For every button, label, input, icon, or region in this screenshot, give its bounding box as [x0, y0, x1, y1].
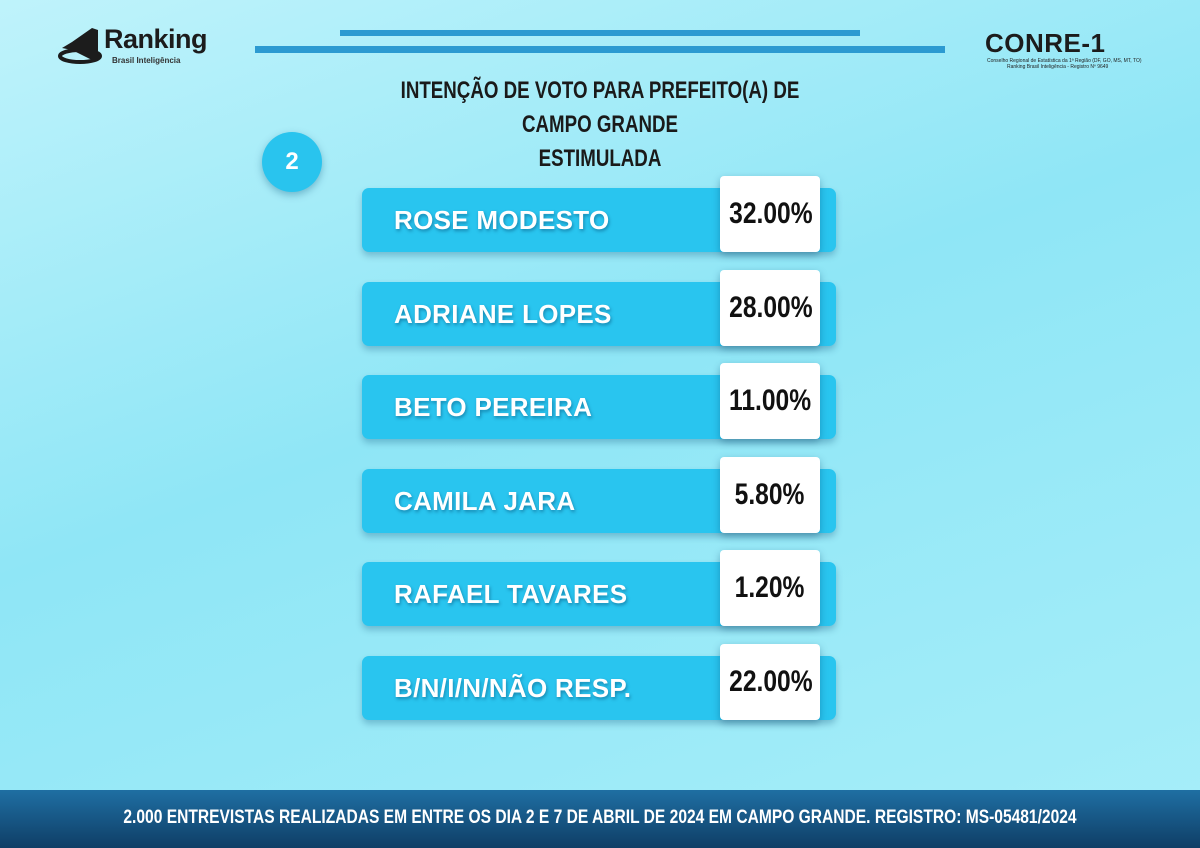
vote-percentage-label: 28.00% [729, 291, 813, 324]
page-number-badge: 2 [262, 132, 322, 192]
candidate-name: ADRIANE LOPES [394, 299, 612, 329]
vote-percentage-label: 1.20% [735, 571, 805, 604]
vote-percentage-box: 22.00% [720, 644, 820, 720]
vote-percentage-box: 11.00% [720, 363, 820, 439]
candidate-row: B/N/I/N/NÃO RESP. 22.00% [362, 644, 836, 720]
vote-percentage-label: 22.00% [729, 665, 813, 698]
vote-percentage-box: 5.80% [720, 457, 820, 533]
ranking-logo-name: Ranking [104, 24, 208, 54]
vote-percentage-box: 32.00% [720, 176, 820, 252]
footer-bar: 2.000 ENTREVISTAS REALIZADAS EM ENTRE OS… [0, 790, 1200, 848]
conre-logo: CONRE-1 Conselho Regional de Estatística… [985, 28, 1155, 73]
candidate-row: ROSE MODESTO 32.00% [362, 176, 836, 252]
conre-logo-line2: Ranking Brasil Inteligência - Registro N… [1007, 64, 1109, 70]
candidate-name: BETO PEREIRA [394, 392, 593, 422]
decorative-line-top [340, 30, 860, 36]
vote-percentage-label: 32.00% [729, 197, 813, 230]
vote-percentage-box: 28.00% [720, 270, 820, 346]
conre-logo-line1: Conselho Regional de Estatística da 1ª R… [987, 58, 1142, 64]
candidate-row: RAFAEL TAVARES 1.20% [362, 550, 836, 626]
decorative-line-bottom [255, 46, 945, 53]
megaphone-icon [58, 28, 102, 64]
ranking-logo-tagline: Brasil Inteligência [112, 56, 181, 65]
chart-title-line1: INTENÇÃO DE VOTO PARA PREFEITO(A) DE CAM… [400, 77, 800, 138]
candidate-name: B/N/I/N/NÃO RESP. [394, 673, 632, 703]
vote-percentage-box: 1.20% [720, 550, 820, 626]
candidate-name: CAMILA JARA [394, 486, 576, 516]
candidate-name: RAFAEL TAVARES [394, 579, 628, 609]
conre-logo-name: CONRE-1 [985, 28, 1106, 58]
vote-percentage-label: 5.80% [735, 478, 805, 511]
candidate-row: ADRIANE LOPES 28.00% [362, 270, 836, 346]
chart-title: INTENÇÃO DE VOTO PARA PREFEITO(A) DE CAM… [366, 74, 834, 176]
chart-title-line2: ESTIMULADA [538, 145, 662, 172]
footer-text: 2.000 ENTREVISTAS REALIZADAS EM ENTRE OS… [123, 807, 1077, 828]
ranking-logo: Ranking Brasil Inteligência [58, 20, 228, 70]
vote-percentage-label: 11.00% [729, 384, 812, 417]
candidate-row: BETO PEREIRA 11.00% [362, 363, 836, 439]
candidate-row: CAMILA JARA 5.80% [362, 457, 836, 533]
candidate-name: ROSE MODESTO [394, 205, 610, 235]
